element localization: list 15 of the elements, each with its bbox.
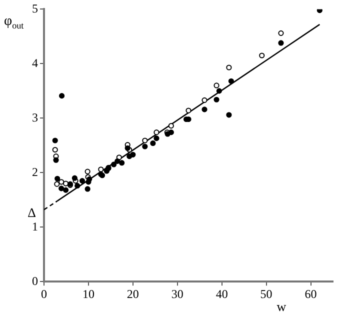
- y-tick-label: 4: [32, 56, 38, 70]
- y-tick-label: 0: [32, 274, 38, 288]
- x-tick-label: 10: [82, 286, 94, 301]
- x-tick-label: 0: [41, 286, 47, 301]
- y-tick-label: 1: [32, 219, 38, 234]
- x-tick-label: 40: [216, 286, 228, 301]
- x-tick-label: 50: [260, 286, 272, 301]
- x-tick-label: 60: [304, 286, 317, 301]
- y-tick-label: 2: [32, 164, 38, 179]
- annotation: Δ: [28, 205, 36, 220]
- y-tick-label: 5: [32, 1, 38, 16]
- x-tick-label: 20: [126, 286, 139, 301]
- x-tick-label: 30: [171, 286, 184, 301]
- y-tick-label: 3: [32, 110, 38, 124]
- x-axis-title: w: [276, 299, 287, 314]
